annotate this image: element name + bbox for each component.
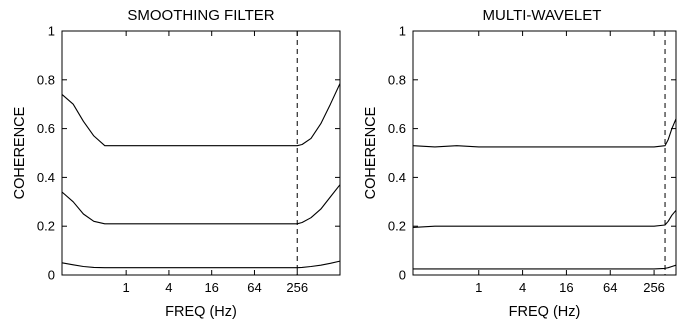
chart-panel-1: SMOOTHING FILTER COHERENCE FREQ (Hz) 0 0.2 0.… xyxy=(12,7,341,320)
y-tick-label: 0.2 xyxy=(388,219,406,234)
series-line-1 xyxy=(61,83,341,147)
series-line-3 xyxy=(61,260,341,269)
y-tick-label: 0.4 xyxy=(37,170,55,185)
series-line-3 xyxy=(413,264,677,270)
y-tick-label: 1 xyxy=(48,24,55,39)
x-tick-label: 1 xyxy=(475,280,482,295)
x-axis-label: FREQ (Hz) xyxy=(165,304,237,320)
series-line-1 xyxy=(412,118,677,148)
series-line-2 xyxy=(61,184,341,225)
x-tick-label: 1 xyxy=(123,280,130,295)
x-tick-label: 256 xyxy=(643,280,665,295)
y-tick-label: 0.2 xyxy=(37,219,55,234)
x-tick-label: 64 xyxy=(603,280,617,295)
series-line-2 xyxy=(412,209,677,228)
x-tick-label: 16 xyxy=(559,280,573,295)
x-tick-label: 4 xyxy=(165,280,172,295)
y-tick-label: 0.4 xyxy=(388,170,406,185)
x-tick-label: 64 xyxy=(247,280,261,295)
plot-frame xyxy=(61,30,341,276)
y-tick-label: 0.6 xyxy=(388,121,406,136)
plot-frame xyxy=(412,30,677,276)
chart-panel-2: MULTI-WAVELET COHERENCE FREQ (Hz) 0 0.2 0.4 0.… xyxy=(363,7,677,320)
x-tick-label: 16 xyxy=(204,280,218,295)
chart-title: MULTI-WAVELET xyxy=(483,7,602,24)
y-axis-label: COHERENCE xyxy=(12,106,28,199)
x-axis-label: FREQ (Hz) xyxy=(509,304,581,320)
y-tick-label: 0 xyxy=(399,268,406,283)
y-tick-label: 0.6 xyxy=(37,121,55,136)
x-tick-label: 4 xyxy=(519,280,526,295)
chart-title: SMOOTHING FILTER xyxy=(127,7,274,24)
y-tick-label: 0.8 xyxy=(388,72,406,87)
y-tick-label: 0 xyxy=(48,268,55,283)
y-tick-label: 0.8 xyxy=(37,72,55,87)
x-tick-label: 256 xyxy=(286,280,308,295)
y-axis-label: COHERENCE xyxy=(363,106,379,199)
y-tick-label: 1 xyxy=(399,24,406,39)
